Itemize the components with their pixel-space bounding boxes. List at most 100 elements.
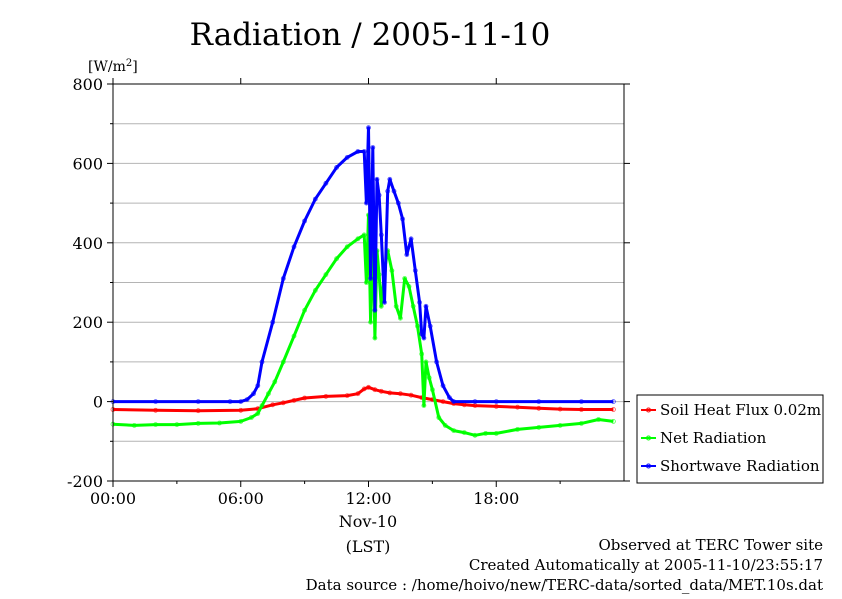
series-point-1 — [461, 430, 467, 436]
series-point-1 — [557, 422, 563, 428]
series-point-1 — [423, 359, 429, 365]
series-point-0 — [355, 391, 361, 397]
series-point-2 — [355, 149, 361, 154]
series-line-0 — [112, 385, 614, 413]
series-point-2 — [363, 200, 369, 206]
series-point-2 — [153, 399, 159, 405]
series-point-2 — [434, 359, 440, 365]
series-point-1 — [579, 420, 584, 426]
series-point-1 — [312, 287, 318, 293]
series-point-2 — [255, 383, 261, 389]
series-point-2 — [446, 395, 452, 401]
series-point-2 — [244, 397, 250, 403]
series-point-0 — [536, 405, 542, 411]
series-point-1 — [426, 375, 432, 381]
x-date-label: Nov-10 — [339, 512, 397, 531]
chart-title: Radiation / 2005-11-10 — [190, 17, 551, 53]
series-point-1 — [389, 268, 395, 274]
series-point-2 — [238, 399, 244, 405]
series-point-2 — [378, 232, 384, 238]
series-point-0 — [579, 407, 584, 412]
series-point-1 — [406, 284, 412, 289]
series-point-0 — [280, 400, 286, 406]
legend-label-1: Net Radiation — [660, 429, 767, 447]
series-point-1 — [238, 418, 244, 424]
series-point-0 — [153, 407, 159, 413]
series-point-1 — [323, 272, 329, 278]
series-point-1 — [361, 232, 367, 238]
series-point-2 — [391, 188, 397, 194]
y-unit-suffix: ] — [132, 59, 137, 75]
x-tick-label: 06:00 — [218, 489, 264, 508]
series-point-1 — [442, 422, 448, 428]
series-point-0 — [378, 388, 384, 394]
legend-label-2: Shortwave Radiation — [660, 457, 820, 475]
series-point-1 — [344, 244, 350, 250]
series-point-2 — [400, 216, 406, 222]
series-point-1 — [291, 333, 297, 339]
series-point-0 — [440, 399, 446, 405]
series-line-2 — [113, 126, 614, 404]
series-point-1 — [259, 403, 265, 409]
series-point-2 — [372, 307, 378, 313]
series-point-1 — [265, 391, 271, 397]
y-unit-superscript: 2 — [126, 58, 132, 69]
series-point-2 — [302, 218, 308, 224]
series-point-2 — [366, 125, 371, 131]
series-point-2 — [440, 383, 446, 389]
series-point-2 — [579, 399, 584, 405]
axis-layer: -200 0 200 400 600 800 00:00 06:00 12:00 18:00 — [67, 75, 630, 508]
series-point-1 — [363, 280, 369, 285]
legend-marker-0 — [646, 407, 651, 413]
series-point-2 — [412, 268, 418, 274]
series-point-0 — [238, 407, 244, 413]
series-point-2 — [259, 359, 265, 365]
series-point-2 — [493, 399, 499, 405]
legend-label-0: Soil Heat Flux 0.02m — [660, 401, 821, 419]
series-point-1 — [451, 428, 457, 434]
series-point-1 — [493, 430, 499, 436]
series-point-1 — [419, 351, 425, 357]
series-point-2 — [536, 399, 542, 405]
y-tick-label: -200 — [67, 472, 103, 491]
series-point-2 — [227, 399, 233, 405]
series-point-0 — [408, 392, 414, 398]
series-point-2 — [417, 299, 423, 305]
series-point-0 — [387, 390, 393, 396]
series-point-2 — [334, 164, 340, 170]
series-point-0 — [397, 391, 403, 397]
series-point-2 — [387, 176, 393, 182]
series-point-1 — [280, 359, 286, 365]
series-point-2 — [270, 319, 276, 325]
series-point-1 — [415, 323, 420, 329]
series-point-0 — [195, 408, 201, 414]
series-point-1 — [397, 315, 403, 321]
series-point-2 — [423, 303, 429, 309]
x-tick-label: 12:00 — [345, 489, 391, 508]
series-point-2 — [421, 335, 427, 341]
series-point-0 — [611, 407, 616, 412]
series-point-2 — [419, 331, 425, 337]
series-point-2 — [385, 188, 391, 194]
y-tick-label: 200 — [72, 313, 103, 332]
series-point-2 — [344, 154, 350, 160]
series-point-0 — [515, 404, 520, 410]
series-point-2 — [280, 276, 286, 281]
series-point-1 — [334, 256, 340, 262]
footer-source: Data source : /home/hoivo/new/TERC-data/… — [306, 576, 823, 594]
series-point-1 — [472, 432, 478, 438]
series-point-1 — [611, 418, 616, 424]
series-point-0 — [323, 393, 329, 399]
series-point-2 — [611, 399, 616, 405]
series-point-2 — [395, 200, 401, 206]
series-layer — [110, 125, 616, 438]
series-point-2 — [368, 276, 374, 281]
series-point-2 — [451, 399, 457, 405]
series-point-0 — [270, 402, 276, 408]
series-point-2 — [374, 176, 380, 182]
series-point-2 — [312, 196, 318, 202]
series-point-1 — [174, 422, 180, 428]
legend-marker-2 — [646, 463, 651, 469]
